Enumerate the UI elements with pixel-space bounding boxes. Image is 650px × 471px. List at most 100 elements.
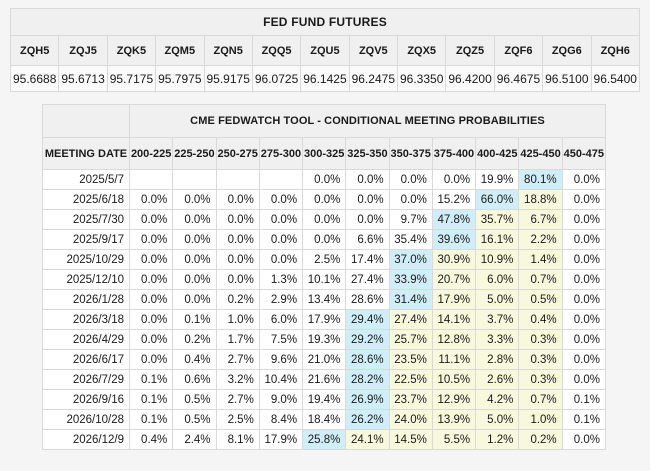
probability-cell-425-450: 0.7% xyxy=(518,269,563,290)
probability-cell-200-225: 0.0% xyxy=(128,329,174,350)
probability-cell-325-350: 0.0% xyxy=(345,209,390,230)
probability-cell-350-375: 31.4% xyxy=(388,289,433,310)
probability-cell-450-475: 0.0% xyxy=(561,309,607,330)
probability-cell-300-325: 0.0% xyxy=(302,189,347,210)
meeting-date-cell: 2025/9/17 xyxy=(42,229,130,250)
meeting-row-2026/6/17: 2026/6/17 0.0% 0.4% 2.7% 9.6% 21.0% 28.6% 23.5%… xyxy=(42,349,607,370)
meeting-date-header: MEETING DATE xyxy=(42,137,130,170)
fedwatch-body: 2025/5/7 0.0% 0.0% 0.0% 0.0% 19.9% 80.1% 0.0% 20… xyxy=(42,169,607,450)
meeting-date-cell: 2026/7/29 xyxy=(42,369,130,390)
futures-contract-header-zqh5: ZQH5 xyxy=(9,35,60,66)
probability-cell-350-375: 22.5% xyxy=(388,369,433,390)
probability-cell-350-375: 24.0% xyxy=(388,409,433,430)
probability-cell-325-350: 27.4% xyxy=(345,269,390,290)
probability-cell-250-275: 0.0% xyxy=(215,189,260,210)
probability-cell-325-350: 0.0% xyxy=(345,169,390,190)
probability-cell-350-375: 33.9% xyxy=(388,269,433,290)
futures-title-row: FED FUND FUTURES xyxy=(10,8,640,36)
probability-cell-275-300 xyxy=(258,169,304,190)
probability-cell-250-275: 3.2% xyxy=(215,369,260,390)
futures-contract-header-zqm5: ZQM5 xyxy=(155,35,205,66)
rate-range-header-300-325: 300-325 xyxy=(302,137,347,170)
fedwatch-header-row: MEETING DATE 200-225 225-250 250-275 275-30… xyxy=(42,137,607,170)
probability-cell-300-325: 0.0% xyxy=(302,169,347,190)
probability-cell-425-450: 0.4% xyxy=(518,309,563,330)
meeting-date-cell: 2026/3/18 xyxy=(42,309,130,330)
probability-cell-350-375: 37.0% xyxy=(388,249,433,270)
probability-cell-400-425: 3.7% xyxy=(475,309,520,330)
probability-cell-325-350: 17.4% xyxy=(345,249,390,270)
probability-cell-200-225: 0.0% xyxy=(128,349,174,370)
meeting-date-cell: 2026/6/17 xyxy=(42,349,130,370)
rate-range-header-225-250: 225-250 xyxy=(172,137,217,170)
probability-cell-225-250: 0.5% xyxy=(172,389,217,410)
probability-cell-225-250: 0.0% xyxy=(172,249,217,270)
futures-contract-header-zqg6: ZQG6 xyxy=(542,35,592,66)
meeting-date-cell: 2026/12/9 xyxy=(42,429,130,450)
probability-cell-325-350: 28.6% xyxy=(345,349,390,370)
probability-cell-200-225: 0.0% xyxy=(128,229,174,250)
futures-header-row: ZQH5 ZQJ5 ZQK5 ZQM5 ZQN5 ZQQ5 ZQU5 ZQV5 ZQX5 ZQZ5… xyxy=(9,35,640,66)
probability-cell-200-225: 0.0% xyxy=(128,309,174,330)
futures-values-row: 95.6688 95.6713 95.7175 95.7975 95.9175 96.07… xyxy=(9,65,640,92)
probability-cell-375-400: 12.8% xyxy=(431,329,477,350)
meeting-date-cell: 2025/6/18 xyxy=(42,189,130,210)
probability-cell-200-225 xyxy=(128,169,174,190)
probability-cell-450-475: 0.0% xyxy=(561,369,607,390)
probability-cell-275-300: 0.0% xyxy=(258,209,304,230)
probability-cell-375-400: 14.1% xyxy=(431,309,477,330)
probability-cell-375-400: 0.0% xyxy=(431,169,477,190)
meeting-row-2025/7/30: 2025/7/30 0.0% 0.0% 0.0% 0.0% 0.0% 0.0% 9.7% 47.… xyxy=(42,209,607,230)
probability-cell-250-275: 1.0% xyxy=(215,309,260,330)
probability-cell-375-400: 20.7% xyxy=(431,269,477,290)
probability-cell-275-300: 9.0% xyxy=(258,389,304,410)
meeting-row-2026/7/29: 2026/7/29 0.1% 0.6% 3.2% 10.4% 21.6% 28.2% 22.5… xyxy=(42,369,607,390)
probability-cell-450-475: 0.0% xyxy=(561,229,607,250)
probability-cell-250-275: 2.5% xyxy=(215,409,260,430)
futures-contract-header-zqk5: ZQK5 xyxy=(106,35,157,66)
probability-cell-400-425: 16.1% xyxy=(475,229,520,250)
probability-cell-375-400: 15.2% xyxy=(431,189,477,210)
probability-cell-450-475: 0.0% xyxy=(561,289,607,310)
probability-cell-225-250 xyxy=(172,169,217,190)
futures-price-cell-zqg6: 96.5100 xyxy=(542,65,592,92)
fed-fund-futures-table: FED FUND FUTURES ZQH5 ZQJ5 ZQK5 ZQM5 ZQN5 ZQQ… xyxy=(9,8,640,92)
probability-cell-425-450: 1.4% xyxy=(518,249,563,270)
probability-cell-300-325: 0.0% xyxy=(302,209,347,230)
probability-cell-225-250: 0.2% xyxy=(172,329,217,350)
probability-cell-425-450: 0.3% xyxy=(518,369,563,390)
probability-cell-300-325: 19.4% xyxy=(302,389,347,410)
meeting-row-2026/12/9: 2026/12/9 0.4% 2.4% 8.1% 17.9% 25.8% 24.1% 14.5… xyxy=(42,429,607,450)
probability-cell-300-325: 13.4% xyxy=(302,289,347,310)
fedwatch-title-row: CME FEDWATCH TOOL - CONDITIONAL MEETING … xyxy=(42,104,606,138)
meeting-row-2026/3/18: 2026/3/18 0.0% 0.1% 1.0% 6.0% 17.9% 29.4% 27.4%… xyxy=(42,309,607,330)
probability-cell-450-475: 0.0% xyxy=(561,349,607,370)
probability-cell-325-350: 26.2% xyxy=(345,409,390,430)
rate-range-header-400-425: 400-425 xyxy=(475,137,520,170)
futures-contract-header-zqx5: ZQX5 xyxy=(396,35,447,66)
probability-cell-375-400: 5.5% xyxy=(431,429,477,450)
meeting-date-cell: 2025/12/10 xyxy=(42,269,130,290)
probability-cell-225-250: 0.0% xyxy=(172,209,217,230)
meeting-date-cell: 2026/10/28 xyxy=(42,409,130,430)
futures-price-cell-zqh5: 95.6688 xyxy=(9,65,60,92)
fedwatch-table-title: CME FEDWATCH TOOL - CONDITIONAL MEETING … xyxy=(129,104,606,138)
probability-cell-225-250: 0.1% xyxy=(172,309,217,330)
meeting-row-2025/5/7: 2025/5/7 0.0% 0.0% 0.0% 0.0% 19.9% 80.1% 0.0% xyxy=(42,169,607,190)
probability-cell-275-300: 0.0% xyxy=(258,249,304,270)
futures-price-cell-zqf6: 96.4675 xyxy=(493,65,544,92)
probability-cell-375-400: 10.5% xyxy=(431,369,477,390)
probability-cell-225-250: 0.0% xyxy=(172,189,217,210)
futures-contract-header-zqv5: ZQV5 xyxy=(348,35,399,66)
probability-cell-300-325: 0.0% xyxy=(302,229,347,250)
probability-cell-450-475: 0.0% xyxy=(561,169,607,190)
meeting-date-cell: 2025/7/30 xyxy=(42,209,130,230)
rate-range-header-250-275: 250-275 xyxy=(215,137,260,170)
probability-cell-325-350: 26.9% xyxy=(345,389,390,410)
rate-range-header-275-300: 275-300 xyxy=(258,137,304,170)
probability-cell-250-275: 2.7% xyxy=(215,389,260,410)
probability-cell-225-250: 0.0% xyxy=(172,229,217,250)
probability-cell-200-225: 0.0% xyxy=(128,269,174,290)
probability-cell-450-475: 0.1% xyxy=(561,409,607,430)
probability-cell-225-250: 0.4% xyxy=(172,349,217,370)
